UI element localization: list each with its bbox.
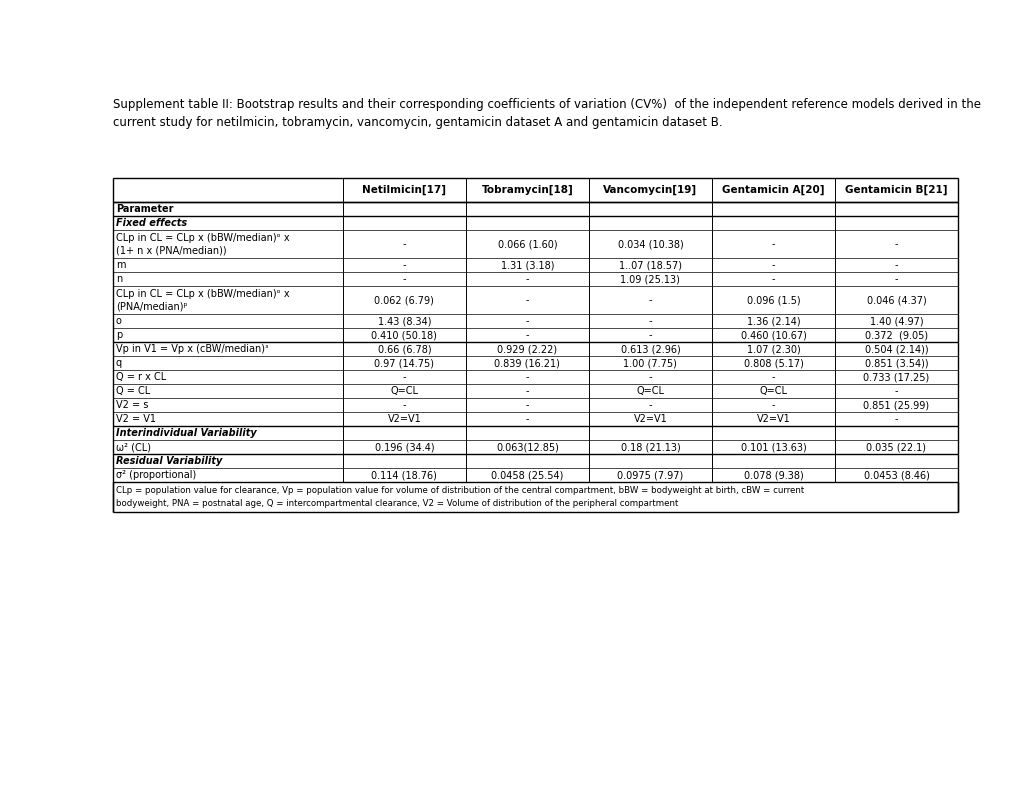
Text: V2=V1: V2=V1: [756, 414, 790, 424]
Text: Gentamicin A[20]: Gentamicin A[20]: [721, 185, 824, 195]
Text: -: -: [525, 386, 529, 396]
Text: Q=CL: Q=CL: [390, 386, 418, 396]
Text: -: -: [525, 400, 529, 410]
Text: ω² (CL): ω² (CL): [116, 442, 151, 452]
Text: V2=V1: V2=V1: [387, 414, 421, 424]
Text: p: p: [116, 330, 122, 340]
Text: -: -: [648, 372, 651, 382]
Text: σ² (proportional): σ² (proportional): [116, 470, 196, 480]
Text: Q = r x CL: Q = r x CL: [116, 372, 166, 382]
Text: Gentamicin B[21]: Gentamicin B[21]: [845, 185, 947, 195]
Text: 0.851 (3.54)): 0.851 (3.54)): [864, 358, 927, 368]
Text: -: -: [403, 372, 406, 382]
Text: 0.101 (13.63): 0.101 (13.63): [740, 442, 806, 452]
Text: q: q: [116, 358, 122, 368]
Text: -: -: [403, 400, 406, 410]
Text: 0.851 (25.99): 0.851 (25.99): [862, 400, 928, 410]
Text: 0.839 (16.21): 0.839 (16.21): [494, 358, 559, 368]
Text: 0.66 (6.78): 0.66 (6.78): [377, 344, 431, 354]
Text: Q=CL: Q=CL: [759, 386, 787, 396]
Text: 0.034 (10.38): 0.034 (10.38): [616, 239, 683, 249]
Text: Supplement table II: Bootstrap results and their corresponding coefficients of v: Supplement table II: Bootstrap results a…: [113, 98, 980, 129]
Text: -: -: [894, 239, 898, 249]
Text: -: -: [648, 316, 651, 326]
Text: -: -: [403, 274, 406, 284]
Text: 0.372  (9.05): 0.372 (9.05): [864, 330, 927, 340]
Text: Fixed effects: Fixed effects: [116, 218, 186, 228]
Text: -: -: [771, 260, 774, 270]
Text: CLp in CL = CLp x (bBW/median)ᵒ x
(1+ n x (PNA/median)): CLp in CL = CLp x (bBW/median)ᵒ x (1+ n …: [116, 232, 289, 255]
Text: Vp in V1 = Vp x (cBW/median)ᶟ: Vp in V1 = Vp x (cBW/median)ᶟ: [116, 344, 268, 354]
Text: 1.31 (3.18): 1.31 (3.18): [500, 260, 553, 270]
Text: 1.40 (4.97): 1.40 (4.97): [869, 316, 922, 326]
Text: 1..07 (18.57): 1..07 (18.57): [619, 260, 682, 270]
Text: 1.07 (2.30): 1.07 (2.30): [746, 344, 800, 354]
Text: -: -: [894, 414, 898, 424]
Text: CLp = population value for clearance, Vp = population value for volume of distri: CLp = population value for clearance, Vp…: [116, 486, 803, 507]
Text: -: -: [403, 239, 406, 249]
Text: 0.410 (50.18): 0.410 (50.18): [371, 330, 437, 340]
Text: 0.046 (4.37): 0.046 (4.37): [866, 295, 925, 305]
Text: 1.36 (2.14): 1.36 (2.14): [746, 316, 800, 326]
Text: 0.504 (2.14)): 0.504 (2.14)): [864, 344, 927, 354]
Text: Netilmicin[17]: Netilmicin[17]: [362, 185, 446, 195]
Text: 0.066 (1.60): 0.066 (1.60): [497, 239, 556, 249]
Text: V2=V1: V2=V1: [633, 414, 666, 424]
Text: CLp in CL = CLp x (bBW/median)ᵒ x
(PNA/median)ᵖ: CLp in CL = CLp x (bBW/median)ᵒ x (PNA/m…: [116, 288, 289, 311]
Text: Tobramycin[18]: Tobramycin[18]: [481, 185, 573, 195]
Text: o: o: [116, 316, 121, 326]
Text: -: -: [525, 316, 529, 326]
Text: 0.18 (21.13): 0.18 (21.13): [620, 442, 680, 452]
Text: -: -: [525, 330, 529, 340]
Text: 0.196 (34.4): 0.196 (34.4): [374, 442, 434, 452]
Text: -: -: [894, 260, 898, 270]
Text: 0.062 (6.79): 0.062 (6.79): [374, 295, 434, 305]
Text: -: -: [648, 330, 651, 340]
Text: -: -: [894, 386, 898, 396]
Text: -: -: [771, 400, 774, 410]
Text: 0.929 (2.22): 0.929 (2.22): [497, 344, 557, 354]
Text: -: -: [525, 295, 529, 305]
Text: -: -: [894, 274, 898, 284]
Text: 0.97 (14.75): 0.97 (14.75): [374, 358, 434, 368]
Text: -: -: [771, 274, 774, 284]
Text: -: -: [648, 295, 651, 305]
Text: n: n: [116, 274, 122, 284]
Text: 0.035 (22.1): 0.035 (22.1): [865, 442, 925, 452]
Text: 0.0458 (25.54): 0.0458 (25.54): [491, 470, 564, 480]
Text: -: -: [525, 372, 529, 382]
Text: 0.0975 (7.97): 0.0975 (7.97): [616, 470, 683, 480]
Text: m: m: [116, 260, 125, 270]
Text: 0.613 (2.96): 0.613 (2.96): [620, 344, 680, 354]
Text: -: -: [771, 372, 774, 382]
Text: Parameter: Parameter: [116, 204, 173, 214]
Text: Q=CL: Q=CL: [636, 386, 663, 396]
Text: Interindividual Variability: Interindividual Variability: [116, 428, 257, 438]
Text: 0.078 (9.38): 0.078 (9.38): [743, 470, 803, 480]
Text: -: -: [403, 260, 406, 270]
Text: 0.460 (10.67): 0.460 (10.67): [740, 330, 806, 340]
Text: -: -: [525, 274, 529, 284]
Text: 0.733 (17.25): 0.733 (17.25): [862, 372, 928, 382]
Text: V2 = s: V2 = s: [116, 400, 148, 410]
Text: -: -: [648, 400, 651, 410]
Text: 0.114 (18.76): 0.114 (18.76): [371, 470, 437, 480]
Text: Residual Variability: Residual Variability: [116, 456, 222, 466]
Text: 0.808 (5.17): 0.808 (5.17): [743, 358, 803, 368]
Text: 1.09 (25.13): 1.09 (25.13): [620, 274, 680, 284]
Text: Q = CL: Q = CL: [116, 386, 150, 396]
Text: -: -: [525, 414, 529, 424]
Text: 1.43 (8.34): 1.43 (8.34): [377, 316, 431, 326]
Text: 1.00 (7.75): 1.00 (7.75): [623, 358, 677, 368]
Text: V2 = V1: V2 = V1: [116, 414, 156, 424]
Text: 0.063(12.85): 0.063(12.85): [495, 442, 558, 452]
Text: Vancomycin[19]: Vancomycin[19]: [603, 185, 697, 195]
Text: 0.0453 (8.46): 0.0453 (8.46): [863, 470, 928, 480]
Text: -: -: [771, 239, 774, 249]
Text: 0.096 (1.5): 0.096 (1.5): [746, 295, 800, 305]
